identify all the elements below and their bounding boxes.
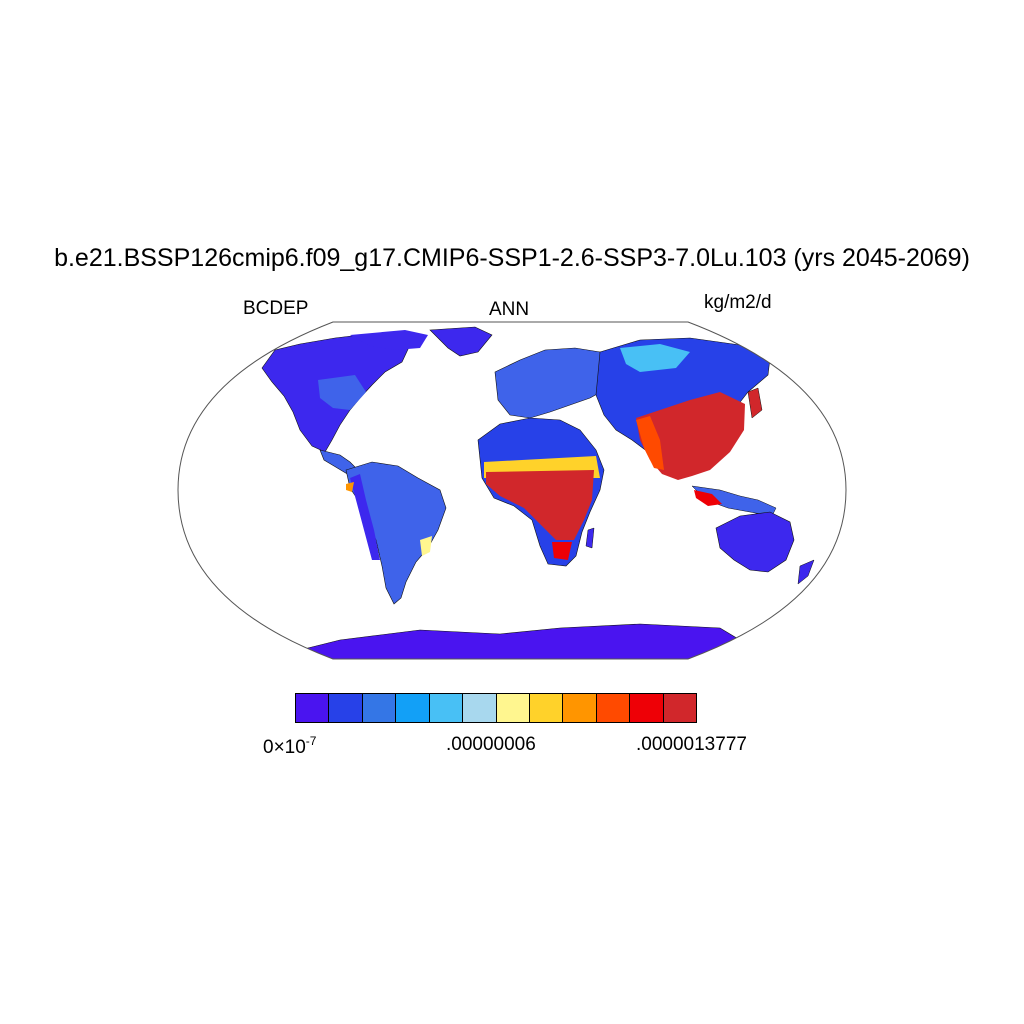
colorbar-swatch-3 xyxy=(396,694,430,722)
india-orange-edge xyxy=(636,416,664,470)
plot-title: b.e21.BSSP126cmip6.f09_g17.CMIP6-SSP1-2.… xyxy=(54,244,970,272)
south-america-orange xyxy=(346,482,354,492)
africa-south-red xyxy=(552,542,572,560)
colorbar-swatch-5 xyxy=(463,694,497,722)
colorbar-swatch-4 xyxy=(429,694,464,722)
colorbar-max-label: .0000013777 xyxy=(636,734,747,755)
canada-islands xyxy=(350,330,428,350)
north-america-east-patch xyxy=(318,375,366,410)
units-label: kg/m2/d xyxy=(704,292,772,313)
south-america-highlight xyxy=(420,536,432,556)
colorbar-swatch-1 xyxy=(329,694,363,722)
se-asia-red xyxy=(694,490,722,506)
africa-red-core xyxy=(486,470,594,540)
colorbar-swatch-8 xyxy=(563,694,597,722)
colorbar-swatch-9 xyxy=(596,694,631,722)
colorbar-swatch-7 xyxy=(529,694,564,722)
japan xyxy=(747,387,763,419)
south-america-andes xyxy=(350,474,380,560)
colorbar-swatch-2 xyxy=(362,694,397,722)
season-label: ANN xyxy=(489,299,530,320)
colorbar-swatch-6 xyxy=(496,694,530,722)
colorbar-min-label: 0×10-7 xyxy=(263,734,317,758)
colorbar-swatch-0 xyxy=(296,694,330,722)
antarctica-landmass xyxy=(299,623,741,659)
colorbar-swatch-11 xyxy=(663,694,697,722)
new-zealand xyxy=(797,559,815,585)
madagascar xyxy=(585,527,595,549)
siberia-lightblue xyxy=(620,344,690,372)
china-india-red xyxy=(636,392,745,480)
colorbar-swatch-10 xyxy=(630,694,664,722)
map-outline xyxy=(177,321,847,660)
colorbar-mid-label: .00000006 xyxy=(446,734,536,755)
australia-landmass xyxy=(715,511,795,573)
variable-label: BCDEP xyxy=(243,298,309,319)
colorbar xyxy=(295,693,697,723)
greenland xyxy=(429,326,493,357)
